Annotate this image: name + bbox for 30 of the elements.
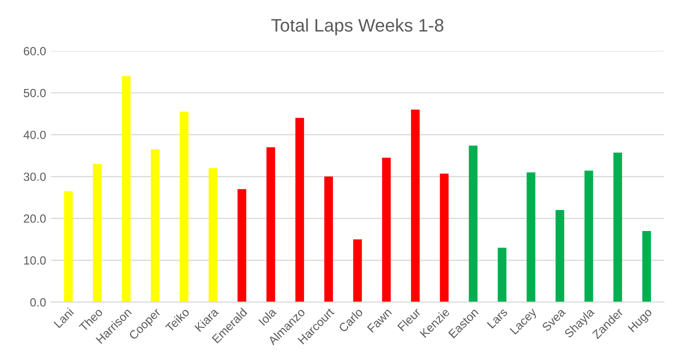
- y-tick-label: 40.0: [24, 130, 46, 140]
- bar: [468, 146, 478, 302]
- bar: [92, 164, 102, 302]
- bar: [526, 172, 536, 302]
- chart-title: Total Laps Weeks 1-8: [271, 18, 444, 36]
- y-tick-label: 60.0: [24, 46, 46, 56]
- bar: [324, 176, 333, 302]
- bar: [440, 174, 449, 302]
- y-tick-label: 0.0: [30, 298, 46, 307]
- bar: [295, 118, 304, 302]
- bar: [584, 170, 594, 302]
- bar: [122, 76, 131, 302]
- x-tick-label: Lars: [486, 308, 508, 329]
- bar: [64, 191, 73, 302]
- y-tick-label: 10.0: [24, 256, 46, 265]
- bar: [238, 189, 246, 302]
- bar: [353, 239, 362, 302]
- y-tick-label: 50.0: [24, 88, 46, 98]
- bar: [150, 149, 160, 302]
- bar: [613, 152, 622, 302]
- bar: [266, 147, 276, 302]
- y-tick-label: 30.0: [24, 172, 46, 181]
- bar: [382, 158, 391, 302]
- bar: [642, 230, 651, 302]
- bar: [411, 110, 420, 302]
- bar: [208, 168, 218, 302]
- bar: [498, 248, 506, 302]
- bar: [180, 112, 188, 302]
- y-tick-label: 20.0: [24, 214, 46, 223]
- bar: [556, 210, 564, 302]
